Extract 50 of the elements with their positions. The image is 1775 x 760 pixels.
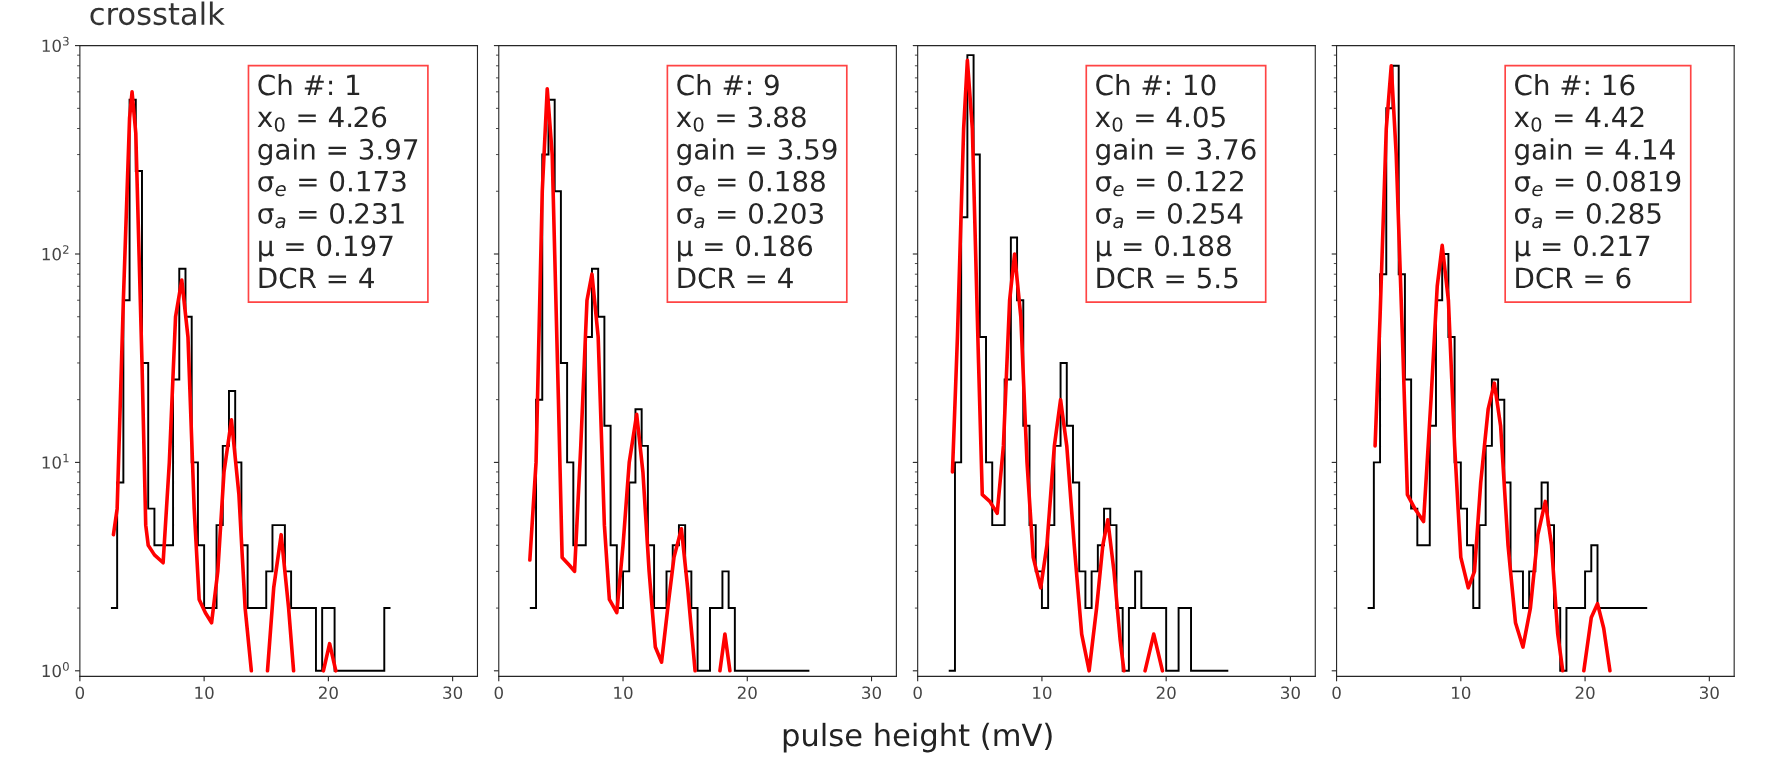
annotation: DCR = 4 (678, 267, 793, 289)
annotation: μ = 0.197 (259, 235, 393, 262)
x-tick-label: 0 (494, 686, 503, 700)
x-tick-label: 0 (1332, 686, 1341, 700)
y-tick-label: 10$^{2}$ (42, 245, 69, 261)
annotation: DCR = 4 (259, 267, 374, 289)
x-tick-label: 30 (862, 686, 882, 700)
annotation: Ch #: 9 (677, 73, 779, 96)
x-tick-label: 20 (1575, 686, 1595, 700)
annotation: x$_{0}$ = 4.05 (1095, 106, 1225, 132)
annotation: gain = 3.97 (258, 138, 418, 166)
annotation: σ$_{a}$ = 0.203 (677, 202, 823, 229)
annotation: σ$_{e}$ = 0.0819 (1515, 170, 1681, 197)
annotation: DCR = 6 (1516, 267, 1631, 289)
x-axis-title: pulse height (mV) (783, 722, 1052, 753)
annotation: x$_{0}$ = 4.26 (257, 106, 387, 132)
x-tick-label: 10 (614, 686, 633, 700)
y-tick-label: 10$^{3}$ (42, 36, 69, 53)
annotation: σ$_{e}$ = 0.188 (677, 170, 825, 197)
annotation: μ = 0.217 (1515, 235, 1650, 262)
y-tick-label: 10$^{0}$ (42, 661, 69, 678)
annotation: σ$_{a}$ = 0.285 (1515, 202, 1661, 229)
annotation: Ch #: 16 (1515, 73, 1635, 96)
annotation: σ$_{e}$ = 0.173 (258, 170, 406, 197)
annotation: Ch #: 10 (1096, 73, 1216, 96)
x-tick-label: 20 (318, 686, 338, 700)
x-tick-label: 10 (1452, 686, 1471, 700)
x-tick-label: 10 (195, 686, 214, 700)
annotation: μ = 0.186 (678, 235, 813, 262)
x-tick-label: 0 (75, 686, 85, 700)
x-tick-label: 30 (443, 686, 463, 700)
y-tick-label: 10$^{1}$ (42, 453, 69, 469)
annotation: gain = 4.14 (1515, 138, 1675, 166)
x-tick-label: 20 (1156, 686, 1176, 700)
x-tick-label: 30 (1281, 686, 1300, 700)
annotation: σ$_{a}$ = 0.231 (258, 202, 404, 229)
annotation: μ = 0.188 (1096, 235, 1231, 262)
annotation: σ$_{e}$ = 0.122 (1096, 170, 1243, 197)
x-tick-label: 30 (1699, 686, 1719, 700)
annotation: Ch #: 1 (258, 73, 360, 96)
chart-title: crosstalk (90, 1, 225, 26)
annotation: x$_{0}$ = 4.42 (1514, 106, 1644, 132)
annotation: gain = 3.59 (677, 138, 837, 166)
annotation: gain = 3.76 (1096, 138, 1256, 166)
annotation: σ$_{a}$ = 0.254 (1096, 202, 1243, 229)
x-tick-label: 10 (1033, 686, 1052, 700)
annotation: x$_{0}$ = 3.88 (676, 106, 806, 132)
x-tick-label: 20 (737, 686, 757, 700)
x-tick-label: 0 (913, 686, 922, 700)
annotation: DCR = 5.5 (1097, 267, 1238, 289)
